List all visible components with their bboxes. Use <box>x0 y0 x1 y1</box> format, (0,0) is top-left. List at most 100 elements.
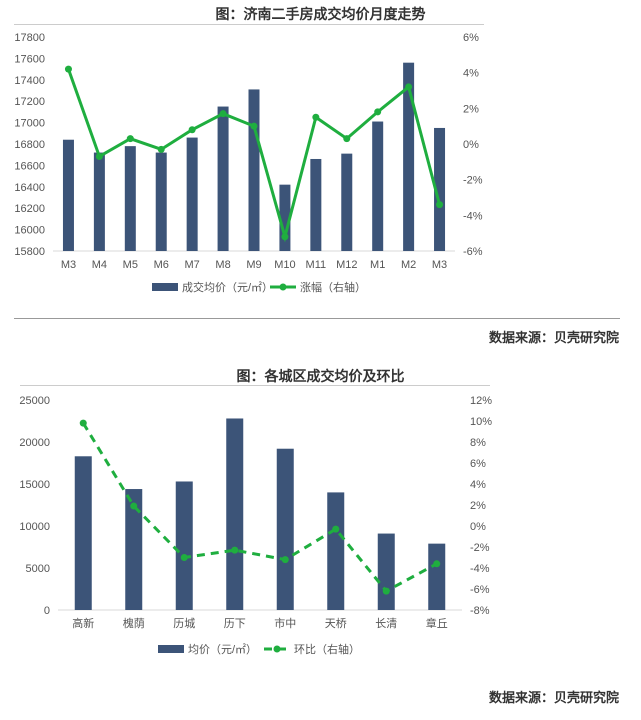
left-axis-tick: 20000 <box>19 437 50 449</box>
left-axis-tick: 15000 <box>19 479 50 491</box>
line-point-章丘 <box>433 560 441 568</box>
x-tick-label: M11 <box>306 259 327 271</box>
left-axis-tick: 17000 <box>14 118 45 130</box>
line-point-M8 <box>219 110 227 118</box>
legend-bar-swatch <box>152 283 178 291</box>
left-axis-tick: 16000 <box>14 225 45 237</box>
line-point-M1 <box>374 108 382 116</box>
legend-line-marker <box>273 645 281 653</box>
line-point-M11 <box>312 113 320 121</box>
chart1-title: 图：济南二手房成交均价月度走势 <box>215 7 426 23</box>
left-axis-tick: 5000 <box>26 563 50 575</box>
line-point-M4 <box>95 152 103 160</box>
line-point-M9 <box>250 122 258 130</box>
right-axis-tick: 4% <box>470 479 486 491</box>
x-tick-label: M4 <box>92 259 107 271</box>
left-axis-tick: 16600 <box>14 160 45 172</box>
line-point-M3 <box>64 65 72 73</box>
line-point-市中 <box>281 556 289 564</box>
right-axis-tick: -2% <box>470 542 490 554</box>
bar-M3 <box>62 139 74 251</box>
line-point-M3 <box>436 201 444 209</box>
x-tick-label: 章丘 <box>426 616 448 630</box>
x-tick-label: M5 <box>123 259 138 271</box>
left-axis-tick: 25000 <box>19 395 50 407</box>
legend-bar-swatch <box>158 645 184 653</box>
chart1: 15800 16000 16200 16400 16600 16800 17000 17200… <box>14 32 483 294</box>
bar-M1 <box>372 121 384 251</box>
left-axis-tick: 17600 <box>14 53 45 65</box>
right-axis-tick: -2% <box>463 175 483 187</box>
x-tick-label: 天桥 <box>325 617 347 630</box>
x-tick-label: M3 <box>61 259 76 271</box>
line-point-M6 <box>157 145 165 153</box>
chart2-source: 数据来源：贝壳研究院 <box>488 691 619 706</box>
left-axis-tick: 16200 <box>14 203 45 215</box>
bar-高新 <box>74 456 92 610</box>
x-tick-label: 槐荫 <box>123 616 145 630</box>
right-axis-tick: 2% <box>470 500 486 512</box>
left-axis-tick: 16400 <box>14 182 45 194</box>
right-axis-tick: 6% <box>463 32 479 44</box>
x-tick-label: M6 <box>154 259 169 271</box>
right-axis-tick: 0% <box>463 139 479 151</box>
line-point-M5 <box>126 135 134 143</box>
bar-历城 <box>175 481 193 610</box>
bar-M6 <box>155 152 167 251</box>
chart2: 0 5000 10000 15000 20000 25000 -8% -6% -4% -2% 0% 2… <box>19 395 492 656</box>
left-axis-tick: 15800 <box>14 246 45 258</box>
bar-M7 <box>186 137 198 251</box>
legend-line-label: 环比（右轴） <box>294 642 360 656</box>
x-tick-label: M3 <box>432 259 447 271</box>
bar-槐荫 <box>125 489 143 610</box>
x-tick-label: M1 <box>370 259 385 271</box>
x-tick-label: 市中 <box>274 616 296 630</box>
x-tick-label: M12 <box>336 259 357 271</box>
left-axis-tick: 17200 <box>14 96 45 108</box>
x-tick-label: 历下 <box>224 617 246 630</box>
right-axis-tick: 4% <box>463 68 479 80</box>
right-axis-tick: -4% <box>463 210 483 222</box>
bar-章丘 <box>428 543 446 610</box>
chart2-title: 图：各城区成交均价及环比 <box>236 369 405 385</box>
series-line <box>81 422 438 594</box>
legend-line-marker <box>279 283 287 291</box>
x-tick-label: 高新 <box>72 616 94 630</box>
line-point-天桥 <box>332 525 340 533</box>
x-tick-label: 历城 <box>173 617 195 630</box>
chart1-source: 数据来源：贝壳研究院 <box>488 331 619 346</box>
bar-M12 <box>341 153 353 251</box>
right-axis-tick: 8% <box>470 437 486 449</box>
bar-历下 <box>226 418 244 610</box>
line-point-M2 <box>405 83 413 91</box>
bar-M9 <box>248 89 260 252</box>
line-point-长清 <box>382 587 390 595</box>
chart1-bottom-divider <box>14 318 620 319</box>
line-point-M12 <box>343 135 351 143</box>
right-axis-tick: 0% <box>470 521 486 533</box>
bar-长清 <box>377 533 395 610</box>
legend-bar-label: 均价（元/㎡） <box>188 643 257 656</box>
bar-M2 <box>403 62 415 252</box>
legend-bar-label: 成交均价（元/㎡） <box>182 280 273 294</box>
x-tick-label: M9 <box>246 259 261 271</box>
x-tick-label: 长清 <box>375 617 397 630</box>
legend-line-label: 涨幅（右轴） <box>300 280 366 294</box>
right-axis-tick: 10% <box>470 416 492 428</box>
bar-M4 <box>93 152 105 251</box>
left-axis-tick: 10000 <box>19 521 50 533</box>
line-point-历下 <box>231 546 239 554</box>
x-tick-label: M2 <box>401 259 416 271</box>
right-axis-tick: -8% <box>470 605 490 617</box>
left-axis-tick: 17800 <box>14 32 45 44</box>
bar-M5 <box>124 146 136 251</box>
left-axis-tick: 17400 <box>14 75 45 87</box>
left-axis-tick: 0 <box>44 605 50 617</box>
bar-市中 <box>276 448 294 610</box>
line-point-槐荫 <box>130 502 138 510</box>
left-axis-tick: 16800 <box>14 139 45 151</box>
x-tick-label: M10 <box>274 259 295 271</box>
line-point-M10 <box>281 233 289 241</box>
chart2-title-divider <box>20 385 490 386</box>
bar-天桥 <box>327 492 345 610</box>
